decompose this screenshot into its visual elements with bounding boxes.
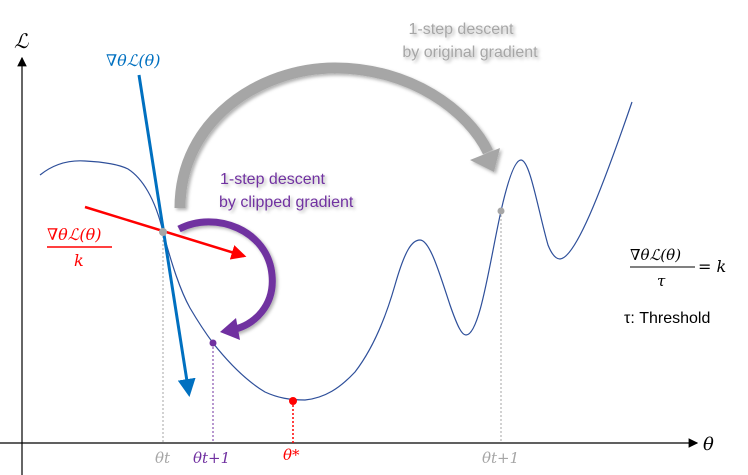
original-step-arrowhead xyxy=(470,148,500,172)
theta-t1-original-point xyxy=(497,207,505,215)
tick-theta-t1-clipped: θt+1 xyxy=(193,449,230,467)
tick-theta-star: θ* xyxy=(283,446,300,464)
formula-denominator: τ xyxy=(657,272,666,290)
clipped-step-arrow xyxy=(177,218,276,334)
clipped-step-arrowhead xyxy=(220,318,240,340)
gradient-label: ∇θℒ(θ) xyxy=(106,51,160,70)
tick-theta-t: θt xyxy=(155,449,171,467)
formula-numerator: ∇θℒ(θ) xyxy=(630,246,681,264)
x-axis-label: θ xyxy=(703,434,714,455)
theta-star-point xyxy=(289,397,297,405)
clipped-step-text-1: 1-step descent xyxy=(220,171,326,188)
tick-theta-t1-original: θt+1 xyxy=(482,449,519,467)
formula-rhs: = k xyxy=(698,257,726,276)
original-step-arrow xyxy=(174,62,493,209)
clipped-gradient-numerator: ∇θℒ(θ) xyxy=(47,225,101,244)
theta-t-point xyxy=(159,228,167,236)
theta-t1-clipped-point xyxy=(209,339,217,347)
clipped-gradient-denominator: k xyxy=(74,251,84,270)
y-axis-label: ℒ xyxy=(14,29,29,53)
clipped-step-text-2: by clipped gradient xyxy=(219,194,354,211)
original-step-text-2: by original gradient xyxy=(402,44,538,61)
threshold-note: τ: Threshold xyxy=(624,310,710,327)
original-step-text-1: 1-step descent xyxy=(409,21,515,38)
loss-curve xyxy=(39,101,633,401)
